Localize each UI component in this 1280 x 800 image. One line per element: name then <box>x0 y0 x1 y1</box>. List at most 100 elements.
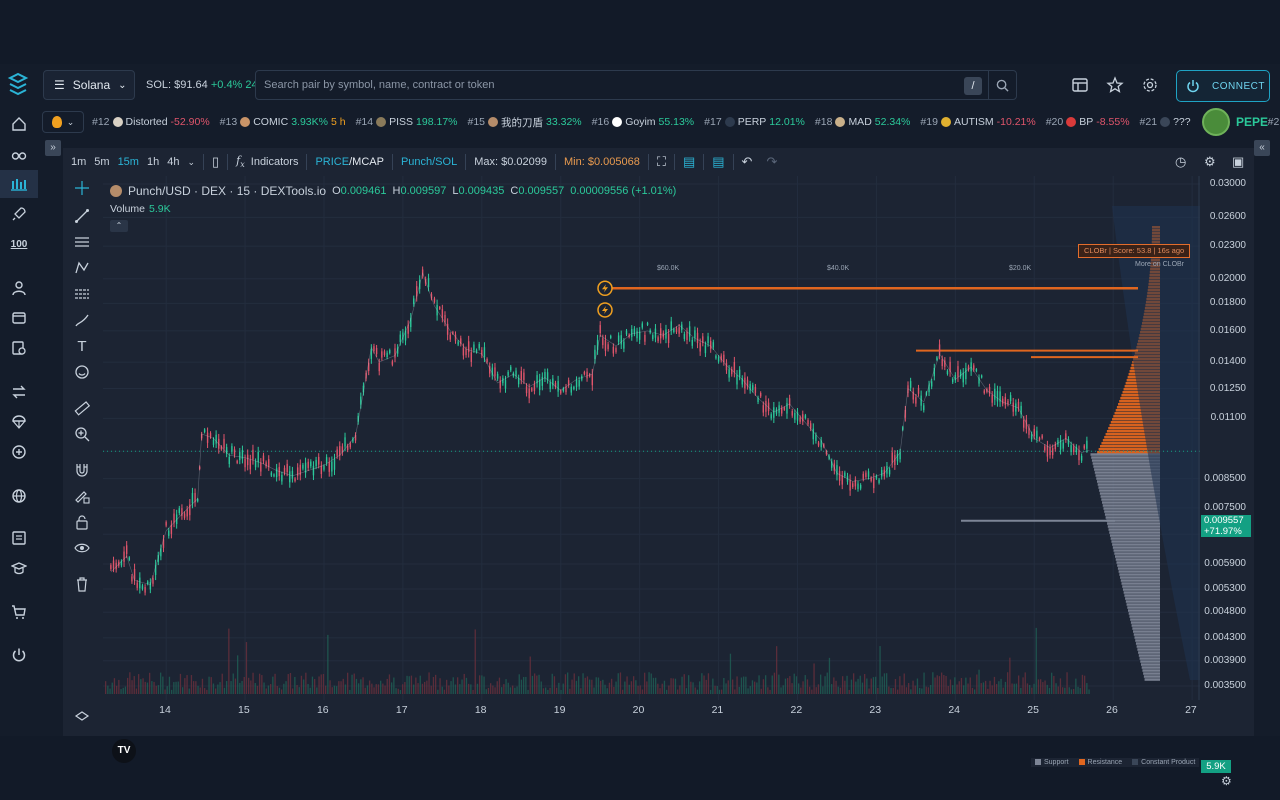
clobr-badge[interactable]: CLOBr | Score: 53.8 | 16s ago <box>1078 244 1190 258</box>
plus-circle-icon[interactable] <box>0 438 38 466</box>
ticker-item[interactable]: #14 PISS 198.17% <box>356 115 458 130</box>
compare-icon[interactable]: ▤ <box>712 154 725 169</box>
eye-icon[interactable] <box>70 536 94 560</box>
hundred-icon[interactable]: 100 <box>10 238 28 250</box>
emoji-icon[interactable] <box>70 360 94 384</box>
redo-icon[interactable]: ↷ <box>766 154 778 169</box>
volume-bar <box>129 672 131 694</box>
timeframe-1m[interactable]: 1m <box>71 156 87 168</box>
price-axis[interactable]: 0.03000 0.02600 0.02300 0.02000 0.01800 0.016… <box>1200 176 1254 700</box>
volume-bar <box>529 656 531 694</box>
crosshair-icon[interactable] <box>70 176 94 200</box>
prediction-icon[interactable] <box>70 282 94 306</box>
timeframe-5m[interactable]: 5m <box>94 156 110 168</box>
zoom-in-icon[interactable] <box>70 422 94 446</box>
chart-layout-icon[interactable]: ▤ <box>682 154 696 169</box>
pair-toggle[interactable]: Punch/SOL <box>400 156 458 168</box>
collapse-right-button[interactable]: « <box>1254 140 1270 156</box>
trendline-icon[interactable] <box>70 204 94 228</box>
news-icon[interactable] <box>0 524 38 552</box>
candle-body <box>552 378 554 386</box>
camera-icon[interactable]: ▣ <box>1232 154 1245 169</box>
ticker-item[interactable]: #21??? <box>1140 115 1194 130</box>
layout-icon[interactable] <box>1069 74 1091 96</box>
ticker-item[interactable]: #20 BP -8.55% <box>1046 115 1130 130</box>
pattern-icon[interactable] <box>70 256 94 280</box>
globe-icon[interactable] <box>0 482 38 510</box>
cart-icon[interactable] <box>0 598 38 626</box>
brush-icon[interactable] <box>70 308 94 332</box>
hot-pairs-toggle[interactable]: ⌄ <box>42 111 84 133</box>
tradingview-logo[interactable]: TV <box>112 739 136 763</box>
chain-selector[interactable]: ☰ Solana ⌄ <box>43 70 135 100</box>
candle-body <box>670 321 672 331</box>
candle-body <box>260 462 262 472</box>
volume-bar <box>725 683 727 694</box>
volume-bar <box>265 688 267 694</box>
candle-body <box>504 380 507 389</box>
axis-settings-icon[interactable]: ⚙ <box>1221 774 1232 788</box>
connect-button[interactable]: CONNECT <box>1176 70 1270 102</box>
ticker-item[interactable]: #19 AUTISM -10.21% <box>920 115 1035 130</box>
ruler-icon[interactable] <box>70 396 94 420</box>
pinned-token[interactable]: PEPE <box>1197 108 1268 136</box>
price-mcap-toggle[interactable]: PRICE/MCAP <box>315 156 383 168</box>
fib-icon[interactable] <box>70 230 94 254</box>
star-icon[interactable] <box>1104 74 1126 96</box>
price-tick: 0.003500 <box>1204 680 1246 691</box>
ticker-item[interactable]: #16 Goyim 55.13% <box>592 115 695 130</box>
user-icon[interactable] <box>0 274 38 302</box>
magnet-icon[interactable] <box>70 458 94 482</box>
undo-icon[interactable]: ↶ <box>741 154 753 169</box>
trash-icon[interactable] <box>70 572 94 596</box>
volume-bar <box>153 681 155 694</box>
academy-icon[interactable] <box>0 554 38 582</box>
binoculars-icon[interactable] <box>0 140 38 168</box>
wallet-icon[interactable] <box>0 304 38 332</box>
timeframe-15m[interactable]: 15m <box>117 156 139 168</box>
candle-type-icon[interactable]: ▯ <box>212 154 220 169</box>
portfolio-icon[interactable] <box>0 334 38 362</box>
gear-icon[interactable] <box>1139 74 1161 96</box>
alert-icon[interactable]: ◷ <box>1175 154 1187 169</box>
timeframe-4h[interactable]: 4h <box>167 156 180 168</box>
ticker-item[interactable]: #2 <box>1268 115 1280 130</box>
chevron-down-icon[interactable]: ⌄ <box>187 156 196 167</box>
chart-settings-icon[interactable]: ⚙ <box>1204 154 1216 169</box>
ticker-item[interactable]: #13 COMIC 3.93K% 5 h <box>220 115 346 130</box>
chevron-up-icon[interactable]: ⌃ <box>110 220 128 232</box>
collapse-left-button[interactable]: » <box>45 140 61 156</box>
indicators-button[interactable]: fx Indicators <box>236 154 298 169</box>
time-axis[interactable]: 14 15 16 17 18 19 20 21 22 23 24 25 26 27 <box>63 700 1200 720</box>
search-button[interactable] <box>988 71 1016 99</box>
volume-bar <box>1073 688 1075 694</box>
text-icon[interactable]: T <box>77 337 87 355</box>
candle-body <box>481 349 483 356</box>
ticker-item[interactable]: #17 PERP 12.01% <box>704 115 805 130</box>
swap-icon[interactable] <box>0 378 38 406</box>
ticker-item[interactable]: #15 我的刀盾 33.32% <box>468 115 582 130</box>
candle-body <box>315 459 317 467</box>
candle-body <box>681 324 683 331</box>
volume-bar <box>732 679 734 694</box>
dextools-logo[interactable] <box>6 72 30 96</box>
ticker-item[interactable]: #12 Distorted -52.90% <box>92 115 210 130</box>
price-chart[interactable] <box>103 176 1200 700</box>
ticker-item[interactable]: #18 MAD 52.34% <box>815 115 911 130</box>
pair-avatar <box>110 185 122 197</box>
rocket-icon[interactable] <box>0 200 38 228</box>
timeframe-1h[interactable]: 1h <box>146 156 160 168</box>
chart-icon[interactable] <box>0 170 38 198</box>
clobr-more-link[interactable]: More on CLOBr <box>1135 261 1185 268</box>
fullscreen-icon[interactable]: ⛶ <box>656 154 666 169</box>
search-input[interactable]: Search pair by symbol, name, contract or… <box>255 70 1017 100</box>
layers-icon[interactable] <box>70 704 94 728</box>
volume-bar <box>476 683 479 694</box>
parachute-icon[interactable] <box>0 408 38 436</box>
support-bar <box>1142 669 1160 672</box>
power-icon[interactable] <box>0 641 38 669</box>
home-icon[interactable] <box>0 110 38 138</box>
candle-body <box>249 459 252 470</box>
lock-pencil-icon[interactable] <box>70 484 94 508</box>
lock-icon[interactable] <box>70 510 94 534</box>
